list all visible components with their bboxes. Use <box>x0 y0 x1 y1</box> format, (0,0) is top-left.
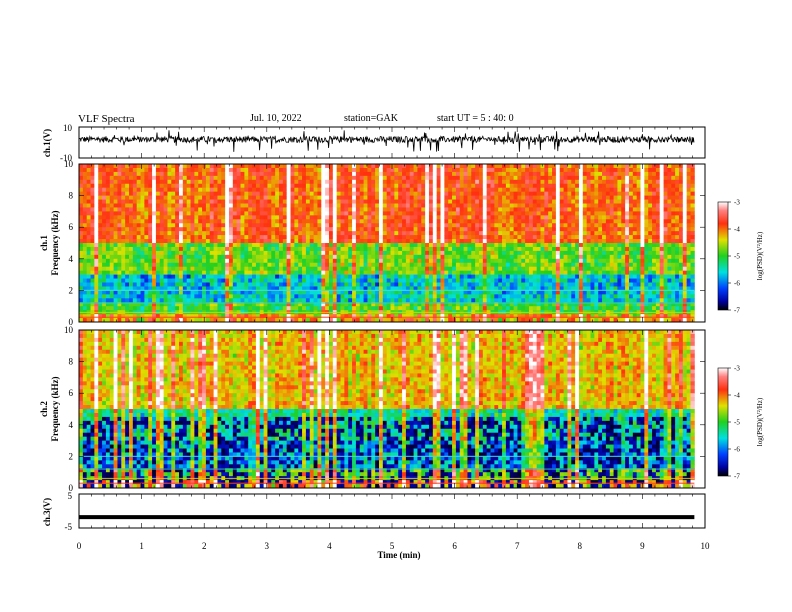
ch1-ylabel: ch.1(V) <box>42 129 52 157</box>
freq-tick-label: 10 <box>64 325 74 335</box>
freq-tick-label: 8 <box>69 191 74 201</box>
x-tick-label: 6 <box>452 541 457 551</box>
ch2-spectrogram-panel: 0 2 4 6 8 10 ch.2 Frequency (kHz) <box>39 325 706 493</box>
x-tick-label: 10 <box>701 541 711 551</box>
ch2-spec-ylabel-frequency: Frequency (kHz) <box>50 376 60 441</box>
colorbar-tick-label: -7 <box>734 307 740 315</box>
ch3-waveform-panel: 5 -5 ch.3(V) <box>42 491 706 532</box>
colorbar-tick-label: -4 <box>734 392 740 400</box>
x-tick-label: 7 <box>515 541 520 551</box>
ch3-ylabel: ch.3(V) <box>42 498 52 526</box>
ch2-spectrogram-heatmap <box>79 330 695 489</box>
ch1-ytick-top: 10 <box>63 123 73 133</box>
ch1-spectrogram-heatmap <box>79 164 695 323</box>
freq-tick-label: 2 <box>69 451 74 461</box>
ch1-colorbar: -3 -4 -5 -6 -7 log(PSD)(V²/Hz) <box>717 199 764 315</box>
freq-tick-label: 10 <box>64 159 74 169</box>
colorbar-tick-label: -6 <box>734 280 740 288</box>
ch1-waveform-line <box>78 130 695 152</box>
x-tick-label: 2 <box>202 541 207 551</box>
colorbar-tick-label: -7 <box>734 473 740 481</box>
freq-tick-label: 4 <box>69 254 74 264</box>
x-tick-label: 9 <box>640 541 645 551</box>
freq-tick-label: 0 <box>69 317 74 327</box>
x-tick-label: 0 <box>77 541 82 551</box>
ch1-spec-ylabel-channel: ch.1 <box>39 235 49 251</box>
ch2-colorbar: -3 -4 -5 -6 -7 log(PSD)(V²/Hz) <box>717 365 764 481</box>
colorbar-tick-label: -3 <box>734 365 740 373</box>
chart-title: VLF Spectra <box>78 113 135 125</box>
ch1-waveform-panel: 10 -10 ch.1(V) <box>42 123 706 163</box>
x-axis-label: Time (min) <box>377 550 420 560</box>
x-tick-label: 4 <box>327 541 332 551</box>
freq-tick-label: 2 <box>69 285 74 295</box>
freq-tick-label: 0 <box>69 483 74 493</box>
freq-tick-label: 8 <box>69 357 74 367</box>
x-axis: 0 1 2 3 4 5 6 7 8 9 10 <box>77 127 710 551</box>
colorbar-tick-label: -3 <box>734 199 740 207</box>
x-tick-label: 1 <box>139 541 144 551</box>
ch1-colorbar-label: log(PSD)(V²/Hz) <box>756 231 764 280</box>
ch1-ytick-bottom: -10 <box>60 153 72 163</box>
start-time-label: start UT = 5 : 40: 0 <box>437 113 514 124</box>
freq-tick-label: 4 <box>69 420 74 430</box>
date-label: Jul. 10, 2022 <box>250 113 302 124</box>
ch1-spectrogram-panel: 0 2 4 6 8 10 ch.1 Frequency (kHz) <box>39 159 706 327</box>
colorbar-tick-label: -5 <box>734 253 740 261</box>
colorbar-tick-label: -6 <box>734 446 740 454</box>
freq-tick-label: 6 <box>69 388 74 398</box>
ch3-ytick-top: 5 <box>68 491 73 501</box>
colorbar-tick-label: -5 <box>734 419 740 427</box>
ch2-spec-ylabel-channel: ch.2 <box>39 401 49 417</box>
freq-tick-label: 6 <box>69 222 74 232</box>
ch3-ytick-bottom: -5 <box>65 522 73 532</box>
ch1-spec-ylabel-frequency: Frequency (kHz) <box>50 210 60 275</box>
station-label: station=GAK <box>344 113 398 124</box>
ch2-colorbar-label: log(PSD)(V²/Hz) <box>756 397 764 446</box>
x-tick-label: 5 <box>390 541 395 551</box>
x-tick-label: 8 <box>578 541 583 551</box>
colorbar-tick-label: -4 <box>734 226 740 234</box>
x-tick-label: 3 <box>265 541 270 551</box>
